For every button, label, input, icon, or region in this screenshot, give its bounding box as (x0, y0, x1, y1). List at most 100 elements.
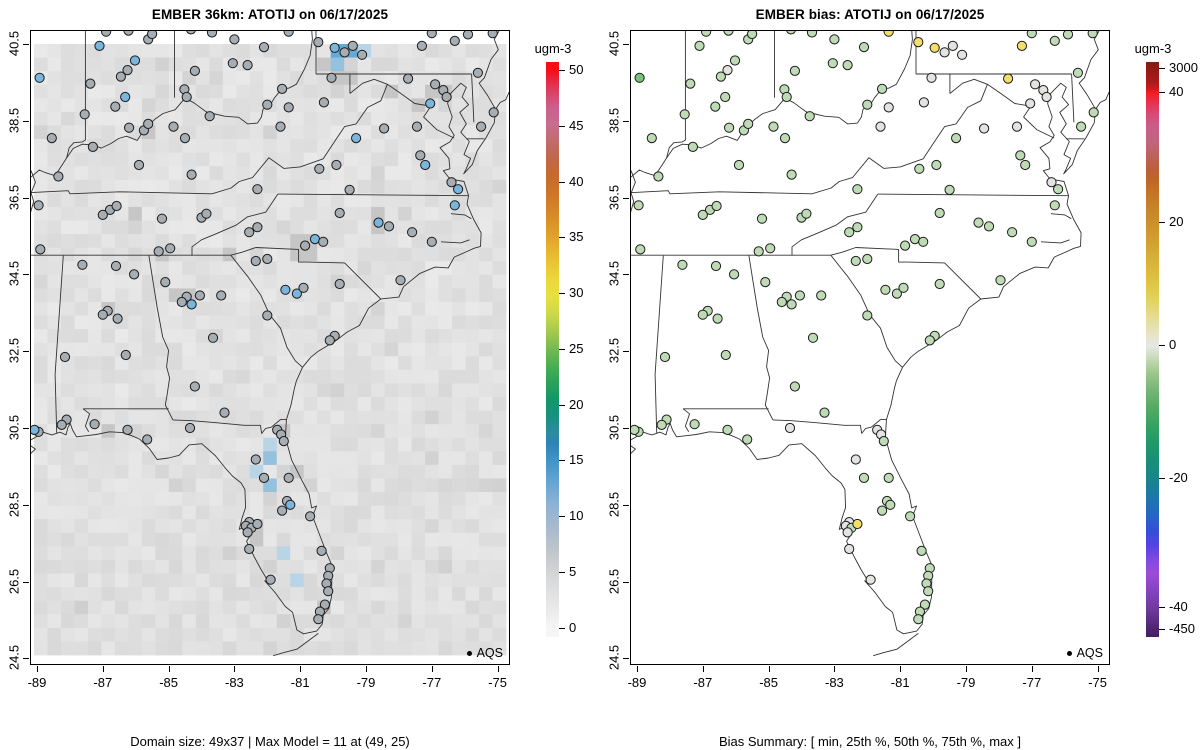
station-marker (35, 244, 46, 255)
station-marker (827, 58, 838, 69)
station-marker (426, 31, 437, 39)
station-marker (919, 599, 930, 610)
colorbar-tick (559, 70, 565, 71)
station-marker (283, 102, 294, 113)
station-marker (729, 55, 741, 66)
colorbar-tick (559, 628, 565, 629)
y-axis-tick-label: 40.5 (6, 30, 22, 57)
station-marker (275, 121, 286, 132)
station-marker (1049, 35, 1060, 46)
y-axis-tick (23, 658, 29, 660)
model-caption-line1: Domain size: 49x37 | Max Model = 11 at (… (130, 734, 410, 749)
aqs-legend: AQS (466, 646, 503, 660)
y-axis-tick-label: 30.5 (606, 414, 622, 441)
station-marker (133, 159, 145, 171)
station-marker (186, 299, 197, 310)
x-axis-tick-label: -83 (224, 675, 244, 690)
station-marker (633, 200, 644, 211)
station-marker (842, 527, 853, 538)
station-marker (487, 31, 498, 39)
station-marker (147, 31, 158, 40)
station-marker (89, 419, 100, 430)
station-marker (204, 111, 215, 122)
station-marker (165, 243, 176, 254)
station-marker (283, 31, 294, 37)
y-axis-tick (623, 504, 629, 506)
station-marker (1088, 107, 1099, 118)
station-marker (285, 499, 296, 510)
station-marker (760, 277, 771, 288)
y-axis-tick (23, 274, 29, 276)
station-marker (765, 243, 776, 254)
station-marker (973, 217, 984, 228)
x-axis-tick-label: -81 (890, 675, 910, 690)
station-marker (784, 422, 796, 434)
colorbar-tick-label: 5 (569, 564, 577, 579)
model-map-svg (31, 31, 509, 657)
y-axis-tick-label: 24.5 (606, 645, 622, 671)
x-axis-tick-label: -77 (1022, 675, 1042, 690)
station-marker (242, 527, 253, 538)
station-marker (1072, 67, 1083, 78)
colorbar-tick (1159, 607, 1165, 608)
colorbar-tick-label: -20 (1169, 470, 1188, 485)
station-marker (983, 221, 995, 232)
station-marker (1020, 159, 1031, 171)
station-marker (411, 121, 423, 132)
bias-panel-title: EMBER bias: ATOTIJ on 06/17/2025 (755, 7, 985, 22)
station-marker (262, 310, 273, 321)
station-marker (101, 31, 112, 37)
station-marker (957, 49, 968, 60)
model-map-panel: EMBER 36km: ATOTIJ on 06/17/2025 AQS ugm… (6, 7, 584, 749)
station-marker (819, 407, 830, 418)
station-marker (250, 454, 261, 465)
station-marker (862, 99, 873, 110)
station-marker (357, 49, 368, 60)
station-marker (747, 31, 758, 40)
colorbar-tick-label: 30 (569, 285, 584, 300)
model-colorbar-gradient (546, 62, 559, 637)
station-marker (1053, 184, 1064, 195)
y-axis-tick (623, 44, 629, 45)
station-marker (318, 97, 329, 108)
station-marker (395, 275, 406, 286)
bias-caption: Bias Summary: [ min, 25th %, 50th %, 75t… (610, 701, 1130, 750)
station-marker (862, 253, 873, 265)
station-marker (905, 511, 916, 522)
station-marker (425, 98, 436, 109)
station-marker (252, 184, 263, 195)
station-marker (252, 518, 263, 530)
y-axis-tick (623, 428, 629, 429)
station-marker (244, 227, 255, 238)
station-marker (880, 284, 891, 295)
station-marker (656, 419, 667, 430)
x-axis-tick-label: -79 (956, 675, 976, 690)
y-axis-tick (23, 428, 29, 429)
station-marker (265, 574, 276, 585)
station-markers (31, 31, 499, 625)
station-marker (789, 381, 800, 392)
station-marker (472, 67, 483, 78)
colorbar-tick (1159, 629, 1165, 630)
x-axis-tick-label: -75 (488, 675, 507, 690)
station-marker (653, 171, 664, 182)
station-marker (865, 574, 876, 585)
station-marker (842, 59, 853, 71)
station-marker (305, 511, 316, 522)
colorbar-tick-label: 45 (569, 118, 584, 133)
station-marker (53, 171, 64, 182)
station-marker (875, 121, 886, 132)
station-marker (883, 102, 894, 113)
colorbar-tick (1159, 345, 1165, 346)
x-axis-tick-label: -77 (422, 675, 442, 690)
aqs-legend-label: AQS (476, 646, 503, 660)
station-marker (753, 246, 764, 257)
colorbar-tick-label: 35 (569, 229, 584, 244)
station-marker (852, 518, 863, 530)
station-marker (314, 163, 325, 174)
colorbar-tick-label: 50 (569, 62, 584, 77)
station-marker (934, 207, 945, 219)
station-marker (176, 296, 187, 308)
station-marker (244, 543, 255, 555)
